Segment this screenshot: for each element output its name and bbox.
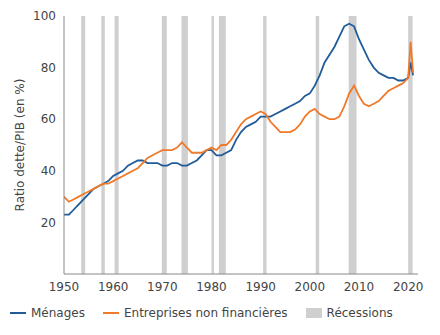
svg-text:80: 80: [41, 61, 56, 75]
svg-text:60: 60: [41, 112, 56, 126]
svg-text:100: 100: [33, 9, 56, 23]
svg-text:1970: 1970: [147, 280, 178, 294]
svg-text:40: 40: [41, 164, 56, 178]
svg-text:1980: 1980: [196, 280, 227, 294]
svg-text:2010: 2010: [344, 280, 375, 294]
svg-text:1990: 1990: [245, 280, 276, 294]
svg-text:1960: 1960: [98, 280, 129, 294]
svg-text:1950: 1950: [49, 280, 80, 294]
html-text:Entreprises non financières: Entreprises non financières: [124, 306, 288, 320]
html-text:Récessions: Récessions: [326, 306, 393, 320]
svg-text:20: 20: [41, 216, 56, 230]
svg-text:Ratio dette/PIB (en %): Ratio dette/PIB (en %): [13, 79, 27, 212]
svg-text:2020: 2020: [393, 280, 424, 294]
html-text:Ménages: Ménages: [31, 306, 85, 320]
svg-text:2000: 2000: [295, 280, 326, 294]
